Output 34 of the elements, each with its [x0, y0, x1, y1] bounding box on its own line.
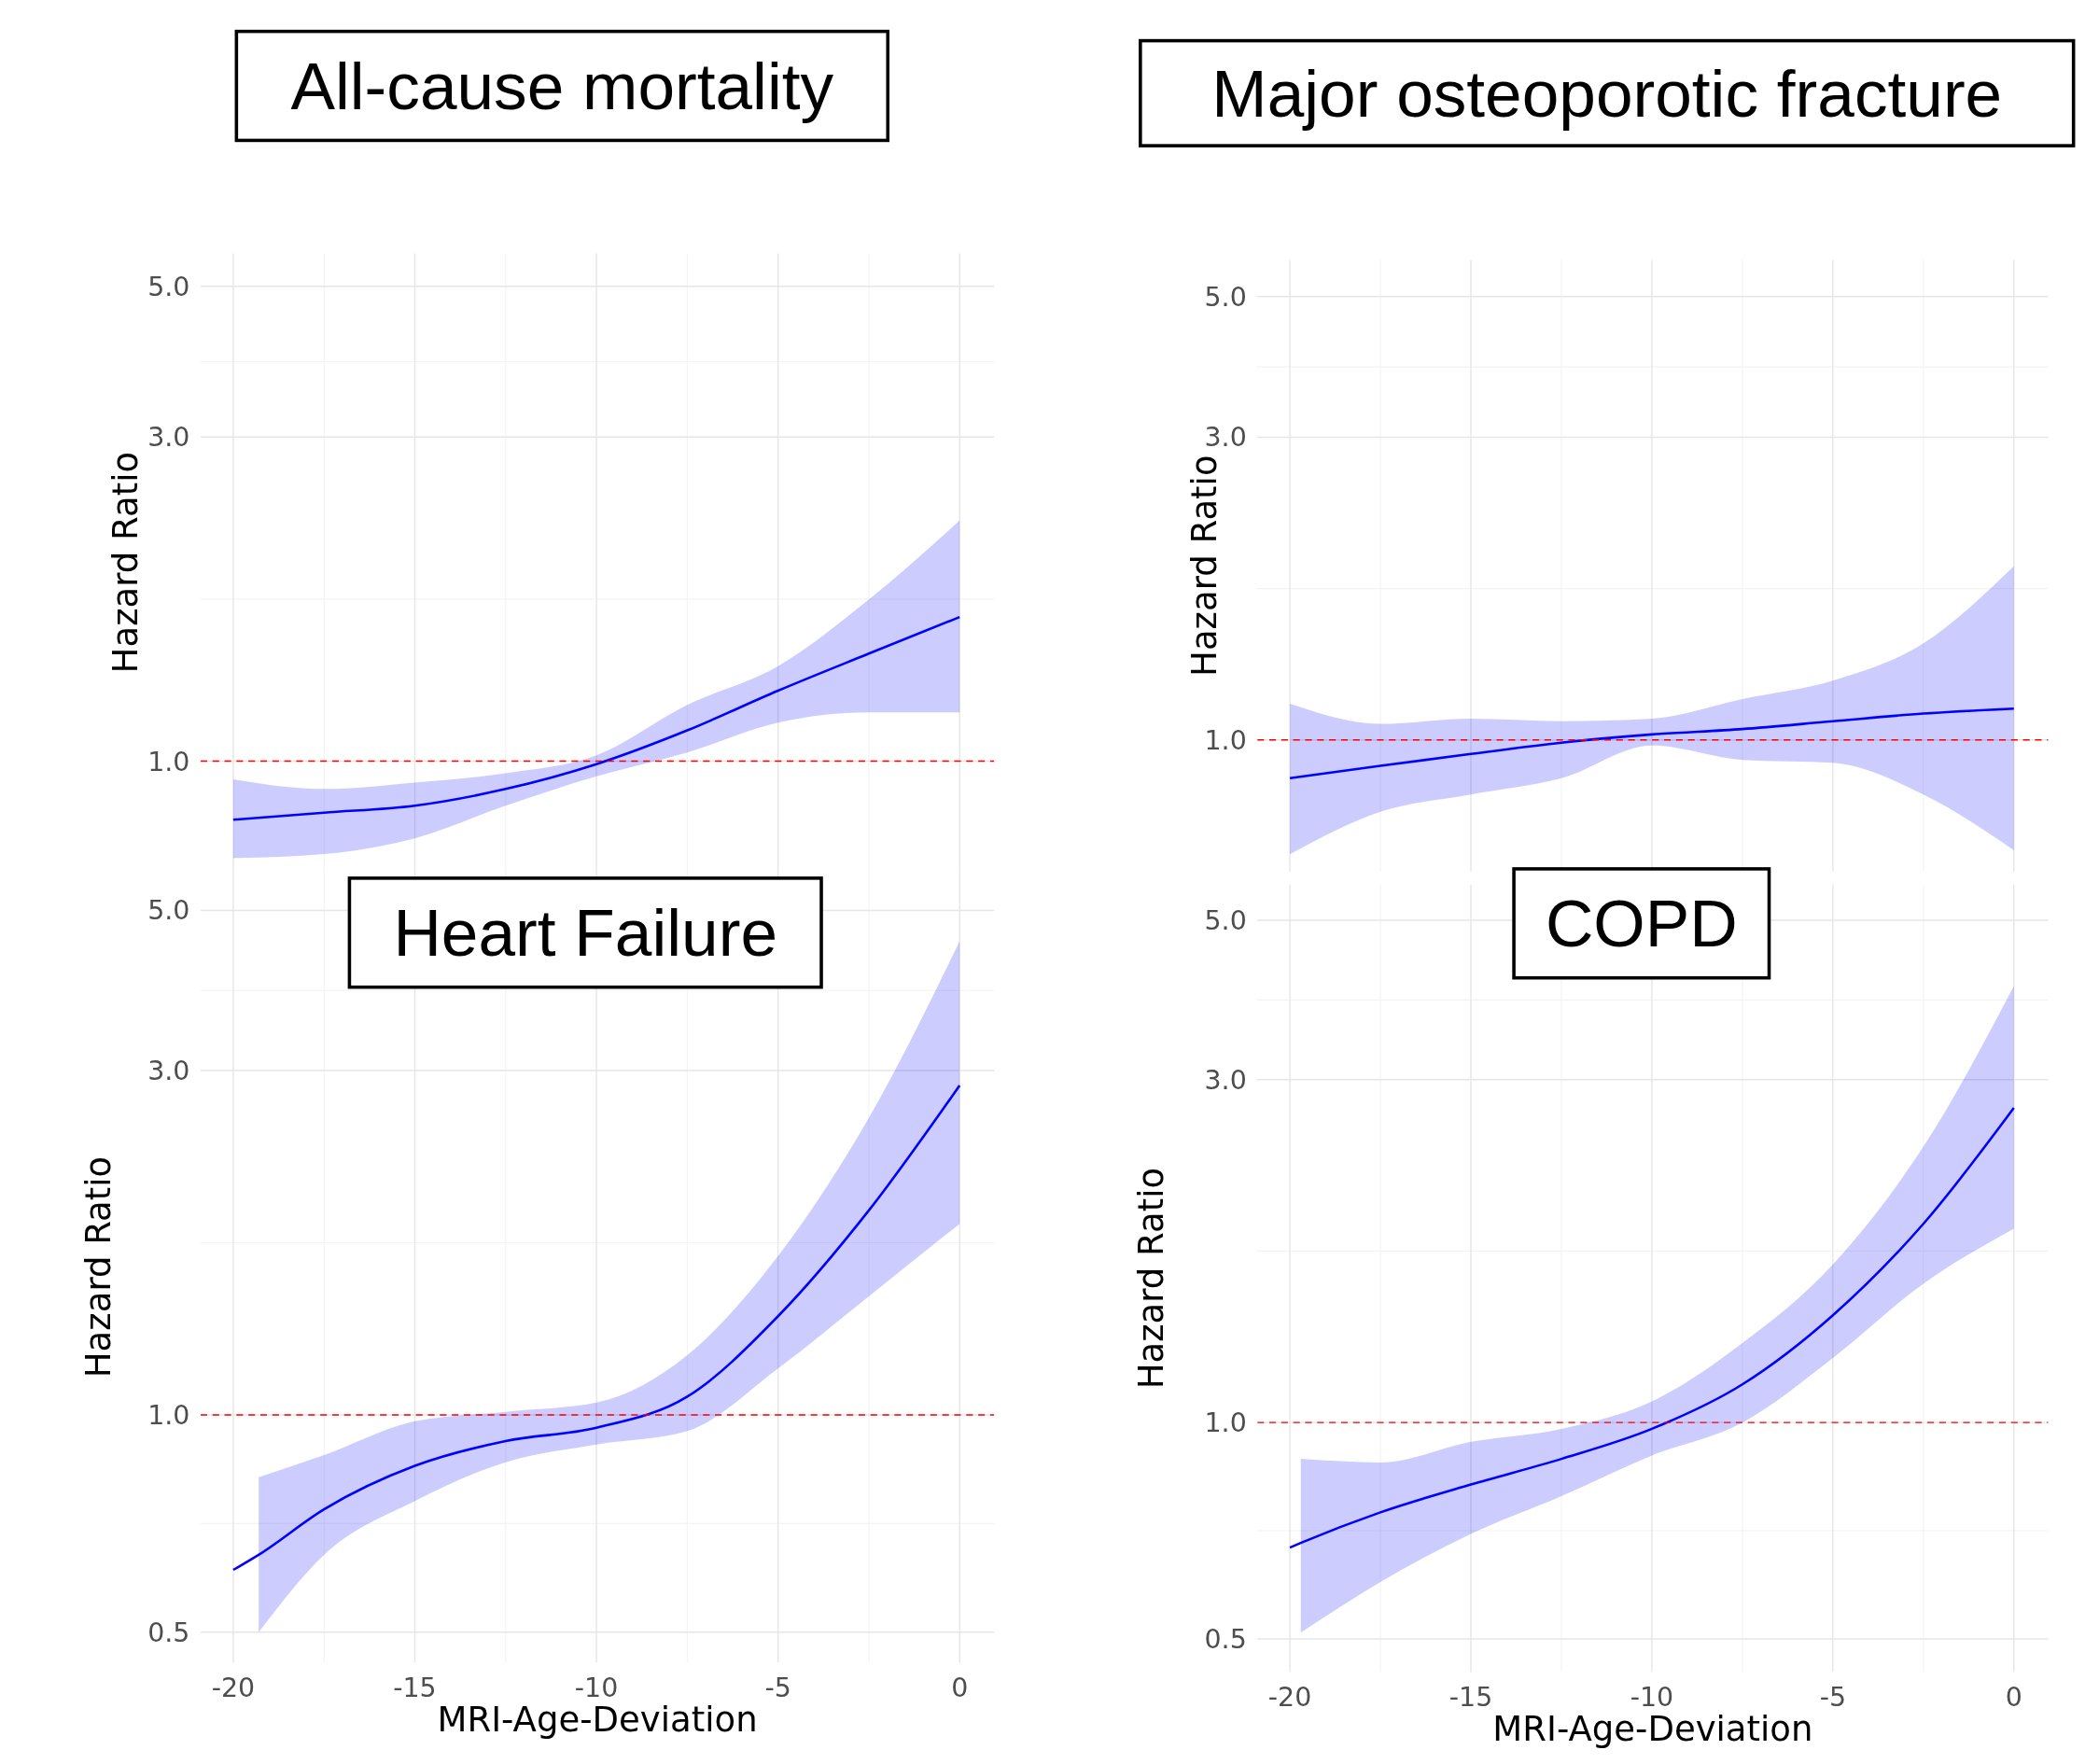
y-tick-label: 3.0 [1204, 1064, 1247, 1096]
x-tick-label: -5 [764, 1673, 791, 1704]
x-tick-label: 0 [2005, 1682, 2022, 1714]
y-tick-label: 3.0 [147, 1055, 190, 1086]
y-tick-label: 0.5 [1204, 1623, 1247, 1655]
x-tick-label: -20 [1267, 1682, 1312, 1714]
line-series [231, 1084, 961, 1572]
y-tick-label: 5.0 [1204, 281, 1247, 313]
x-tick-label: -20 [211, 1673, 256, 1704]
y-axis-title: Hazard Ratio [1184, 455, 1225, 677]
chart-title: Heart Failure [393, 896, 777, 971]
y-tick-label: 1.0 [1204, 724, 1247, 756]
y-tick-label: 5.0 [1204, 904, 1247, 936]
y-tick-label: 5.0 [147, 271, 190, 302]
line-series [1288, 707, 2016, 780]
y-axis-title: Hazard Ratio [78, 1155, 119, 1379]
y-tick-label: 1.0 [147, 1399, 190, 1431]
y-tick-label: 1.0 [1204, 1407, 1247, 1439]
line-series [1288, 1106, 2016, 1549]
x-tick-label: -15 [393, 1673, 437, 1704]
chart-title: All-cause mortality [290, 49, 834, 123]
y-tick-label: 5.0 [147, 895, 190, 927]
x-tick-label: 0 [951, 1673, 969, 1704]
y-tick-label: 3.0 [1204, 422, 1247, 454]
x-tick-label: -5 [1819, 1682, 1847, 1714]
x-tick-label: -15 [1448, 1682, 1493, 1714]
line-series [231, 615, 961, 821]
y-tick-label: 1.0 [147, 746, 190, 777]
chart-title: COPD [1545, 887, 1738, 961]
y-axis-title: Hazard Ratio [105, 451, 146, 674]
y-tick-label: 0.5 [147, 1617, 190, 1648]
y-tick-label: 3.0 [147, 422, 190, 454]
chart-title: Major osteoporotic fracture [1211, 56, 2003, 131]
y-axis-title: Hazard Ratio [1131, 1167, 1172, 1390]
